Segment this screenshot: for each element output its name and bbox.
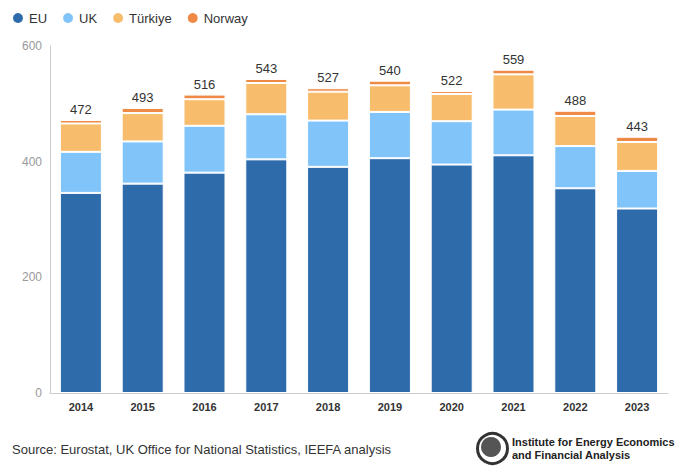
svg-text:2022: 2022 xyxy=(563,401,587,413)
svg-text:400: 400 xyxy=(22,155,42,169)
svg-text:2014: 2014 xyxy=(69,401,94,413)
svg-text:443: 443 xyxy=(626,119,648,134)
svg-text:2023: 2023 xyxy=(625,401,649,413)
svg-text:2016: 2016 xyxy=(192,401,216,413)
svg-text:540: 540 xyxy=(379,63,401,78)
svg-text:and Financial Analysis: and Financial Analysis xyxy=(512,449,630,461)
svg-text:472: 472 xyxy=(70,102,92,117)
svg-text:Türkiye: Türkiye xyxy=(129,11,172,26)
svg-text:2019: 2019 xyxy=(378,401,402,413)
svg-text:2021: 2021 xyxy=(501,401,525,413)
svg-text:2015: 2015 xyxy=(130,401,154,413)
svg-text:0: 0 xyxy=(35,386,42,400)
svg-text:488: 488 xyxy=(564,93,586,108)
svg-text:2017: 2017 xyxy=(254,401,278,413)
svg-text:493: 493 xyxy=(132,90,154,105)
svg-text:600: 600 xyxy=(22,39,42,53)
svg-text:516: 516 xyxy=(194,77,216,92)
svg-text:543: 543 xyxy=(255,61,277,76)
svg-text:559: 559 xyxy=(503,52,525,67)
svg-text:Institute for Energy Economics: Institute for Energy Economics xyxy=(512,436,675,448)
svg-text:EU: EU xyxy=(29,11,47,26)
svg-text:522: 522 xyxy=(441,73,463,88)
svg-text:200: 200 xyxy=(22,270,42,284)
svg-text:Source: Eurostat, UK Office fo: Source: Eurostat, UK Office for National… xyxy=(12,442,392,457)
svg-text:527: 527 xyxy=(317,70,339,85)
svg-text:2020: 2020 xyxy=(439,401,463,413)
svg-text:2018: 2018 xyxy=(316,401,340,413)
svg-text:UK: UK xyxy=(79,11,97,26)
svg-text:Norway: Norway xyxy=(204,11,249,26)
